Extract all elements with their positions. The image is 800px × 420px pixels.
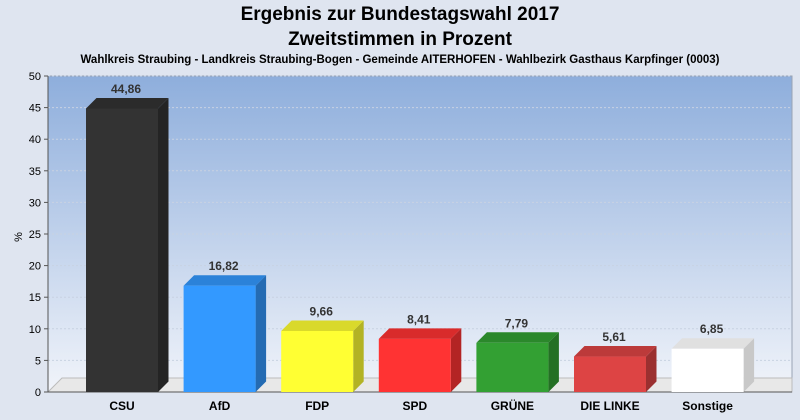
bar-top: [476, 332, 559, 343]
bar-fdp: 9,66: [281, 304, 364, 392]
bar-front: [86, 108, 158, 392]
bar-front: [378, 338, 451, 392]
bar-top: [671, 338, 755, 349]
bar-front: [671, 348, 744, 392]
bar-die-linke: 5,61: [574, 330, 657, 392]
bar-top: [86, 97, 169, 109]
bar-afd: 16,82: [183, 259, 267, 392]
y-tick-label: 50: [29, 71, 41, 83]
chart-subtitle: Zweitstimmen in Prozent: [288, 29, 512, 50]
bar-value-label: 16,82: [209, 259, 239, 273]
x-tick-label: SPD: [402, 399, 427, 413]
bar-side: [158, 97, 169, 392]
x-tick-label: Sonstige: [682, 399, 733, 413]
y-tick-label: 20: [29, 261, 41, 273]
bar-csu: 44,86: [86, 82, 169, 392]
bar-front: [574, 356, 646, 392]
bar-value-label: 7,79: [505, 316, 529, 330]
y-tick-label: 0: [35, 387, 41, 399]
bar-value-label: 9,66: [310, 304, 334, 318]
bar-side: [548, 332, 559, 392]
bar-side: [353, 320, 364, 392]
bar-top: [183, 275, 267, 286]
x-tick-label: GRÜNE: [491, 398, 534, 413]
bar-value-label: 8,41: [407, 312, 431, 326]
bar-side: [255, 275, 267, 392]
y-tick-label: 10: [29, 324, 41, 336]
bar-value-label: 6,85: [700, 322, 724, 336]
bar-front: [476, 342, 549, 392]
y-tick-label: 35: [29, 166, 41, 178]
y-tick-label: 5: [35, 355, 41, 367]
y-tick-label: 25: [29, 229, 41, 241]
bar-top: [574, 346, 657, 357]
chart-district-caption: Wahlkreis Straubing - Landkreis Straubin…: [80, 54, 720, 66]
x-tick-label: DIE LINKE: [580, 399, 639, 413]
bar-spd: 8,41: [378, 312, 462, 392]
bar-grüne: 7,79: [476, 316, 559, 392]
x-tick-label: CSU: [109, 399, 134, 413]
bar-sonstige: 6,85: [671, 322, 755, 392]
bar-side: [743, 338, 755, 392]
y-tick-label: 40: [29, 134, 41, 146]
bar-top: [378, 328, 462, 339]
bar-front: [281, 330, 354, 392]
bar-side: [450, 328, 462, 392]
bar-front: [183, 285, 256, 392]
bar-value-label: 44,86: [111, 82, 141, 96]
y-tick-label: 30: [29, 197, 41, 209]
bar-side: [646, 346, 657, 392]
chart-title: Ergebnis zur Bundestagswahl 2017: [240, 4, 560, 25]
y-tick-label: 45: [29, 103, 41, 115]
x-tick-label: FDP: [305, 399, 329, 413]
y-tick-label: 15: [29, 292, 41, 304]
bar-top: [281, 320, 364, 331]
x-tick-label: AfD: [209, 399, 231, 413]
bar-value-label: 5,61: [602, 330, 626, 344]
y-axis-label: %: [13, 232, 25, 242]
